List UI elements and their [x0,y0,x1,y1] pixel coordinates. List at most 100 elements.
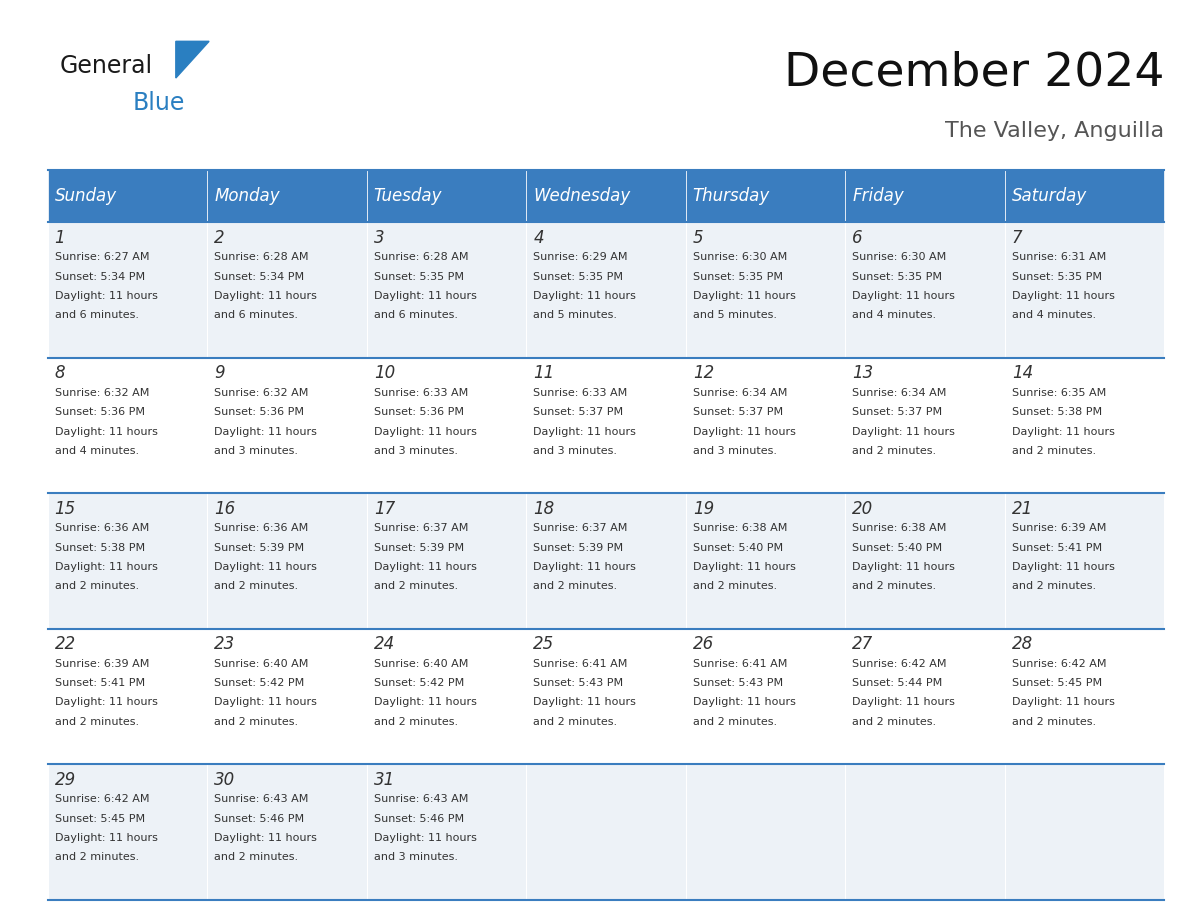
Text: Daylight: 11 hours: Daylight: 11 hours [852,698,955,708]
Text: Daylight: 11 hours: Daylight: 11 hours [374,291,476,301]
Text: Sunset: 5:40 PM: Sunset: 5:40 PM [852,543,942,553]
Text: and 2 minutes.: and 2 minutes. [55,852,139,862]
Text: Daylight: 11 hours: Daylight: 11 hours [374,427,476,436]
Text: Sunset: 5:36 PM: Sunset: 5:36 PM [374,408,463,417]
Text: Sunrise: 6:40 AM: Sunrise: 6:40 AM [374,659,468,669]
Text: December 2024: December 2024 [784,50,1164,95]
Text: 8: 8 [55,364,65,382]
Text: Sunset: 5:42 PM: Sunset: 5:42 PM [374,678,465,688]
Text: 29: 29 [55,770,76,789]
Text: Saturday: Saturday [1012,187,1087,205]
Text: Sunset: 5:34 PM: Sunset: 5:34 PM [55,272,145,282]
Text: Sunset: 5:38 PM: Sunset: 5:38 PM [1012,408,1102,417]
Bar [845,764,1005,900]
Text: and 3 minutes.: and 3 minutes. [374,852,457,862]
Text: Sunset: 5:44 PM: Sunset: 5:44 PM [852,678,942,688]
Bar [685,764,845,900]
Text: Daylight: 11 hours: Daylight: 11 hours [693,291,796,301]
Text: 24: 24 [374,635,394,653]
Text: Sunrise: 6:40 AM: Sunrise: 6:40 AM [214,659,309,669]
Text: Sunrise: 6:33 AM: Sunrise: 6:33 AM [374,388,468,397]
Text: and 2 minutes.: and 2 minutes. [693,717,777,727]
Text: Sunset: 5:43 PM: Sunset: 5:43 PM [693,678,783,688]
Text: and 3 minutes.: and 3 minutes. [374,446,457,455]
Text: Sunset: 5:35 PM: Sunset: 5:35 PM [693,272,783,282]
Text: Daylight: 11 hours: Daylight: 11 hours [55,698,158,708]
Text: Daylight: 11 hours: Daylight: 11 hours [1012,427,1114,436]
Text: and 4 minutes.: and 4 minutes. [852,310,936,320]
Text: 18: 18 [533,499,555,518]
Text: and 4 minutes.: and 4 minutes. [1012,310,1097,320]
Bar [845,222,1005,358]
Bar [367,629,526,764]
Text: Daylight: 11 hours: Daylight: 11 hours [214,833,317,843]
Text: Daylight: 11 hours: Daylight: 11 hours [374,698,476,708]
Text: Daylight: 11 hours: Daylight: 11 hours [852,291,955,301]
Text: Daylight: 11 hours: Daylight: 11 hours [533,562,636,572]
Text: Daylight: 11 hours: Daylight: 11 hours [1012,698,1114,708]
Text: 11: 11 [533,364,555,382]
Text: Sunrise: 6:31 AM: Sunrise: 6:31 AM [1012,252,1106,263]
Text: 14: 14 [1012,364,1034,382]
Text: 19: 19 [693,499,714,518]
Text: Daylight: 11 hours: Daylight: 11 hours [533,698,636,708]
Text: Daylight: 11 hours: Daylight: 11 hours [693,698,796,708]
Text: 3: 3 [374,229,385,247]
Text: Sunset: 5:39 PM: Sunset: 5:39 PM [533,543,624,553]
Text: Sunset: 5:42 PM: Sunset: 5:42 PM [214,678,304,688]
Bar [367,493,526,629]
Bar [685,493,845,629]
Bar [207,358,367,493]
Text: Sunrise: 6:37 AM: Sunrise: 6:37 AM [533,523,627,533]
Text: 20: 20 [852,499,873,518]
Text: Daylight: 11 hours: Daylight: 11 hours [214,698,317,708]
Text: Sunrise: 6:34 AM: Sunrise: 6:34 AM [693,388,788,397]
Text: and 6 minutes.: and 6 minutes. [374,310,457,320]
Bar [845,170,1005,222]
Text: Sunset: 5:41 PM: Sunset: 5:41 PM [55,678,145,688]
Text: and 2 minutes.: and 2 minutes. [1012,581,1097,591]
Text: and 2 minutes.: and 2 minutes. [55,717,139,727]
Text: Sunset: 5:46 PM: Sunset: 5:46 PM [374,813,463,823]
Text: Daylight: 11 hours: Daylight: 11 hours [214,562,317,572]
Text: Tuesday: Tuesday [374,187,442,205]
Bar [526,358,685,493]
Bar [526,629,685,764]
Bar [526,170,685,222]
Text: Sunrise: 6:41 AM: Sunrise: 6:41 AM [533,659,627,669]
Text: and 2 minutes.: and 2 minutes. [374,717,457,727]
Text: 10: 10 [374,364,394,382]
Text: 28: 28 [1012,635,1034,653]
Text: and 2 minutes.: and 2 minutes. [214,581,298,591]
Text: Sunset: 5:39 PM: Sunset: 5:39 PM [374,543,463,553]
Text: 13: 13 [852,364,873,382]
Bar [685,170,845,222]
Text: Daylight: 11 hours: Daylight: 11 hours [1012,562,1114,572]
Text: and 2 minutes.: and 2 minutes. [533,581,618,591]
Text: Daylight: 11 hours: Daylight: 11 hours [852,562,955,572]
Text: 16: 16 [214,499,235,518]
Text: Wednesday: Wednesday [533,187,631,205]
Bar [685,629,845,764]
Text: and 2 minutes.: and 2 minutes. [214,717,298,727]
Bar [1005,493,1164,629]
Text: and 2 minutes.: and 2 minutes. [1012,717,1097,727]
Bar [1005,764,1164,900]
Text: Sunrise: 6:38 AM: Sunrise: 6:38 AM [693,523,788,533]
Text: Sunset: 5:35 PM: Sunset: 5:35 PM [533,272,624,282]
Text: 15: 15 [55,499,76,518]
Text: 6: 6 [852,229,862,247]
Text: 26: 26 [693,635,714,653]
Text: Thursday: Thursday [693,187,770,205]
Bar [48,170,207,222]
Bar [685,222,845,358]
Text: Sunrise: 6:39 AM: Sunrise: 6:39 AM [1012,523,1106,533]
Text: and 4 minutes.: and 4 minutes. [55,446,139,455]
Text: Daylight: 11 hours: Daylight: 11 hours [1012,291,1114,301]
Text: and 2 minutes.: and 2 minutes. [852,717,936,727]
Text: Blue: Blue [133,91,185,115]
Text: Sunset: 5:37 PM: Sunset: 5:37 PM [852,408,942,417]
Text: 27: 27 [852,635,873,653]
Text: General: General [59,54,152,78]
Text: Sunset: 5:41 PM: Sunset: 5:41 PM [1012,543,1102,553]
